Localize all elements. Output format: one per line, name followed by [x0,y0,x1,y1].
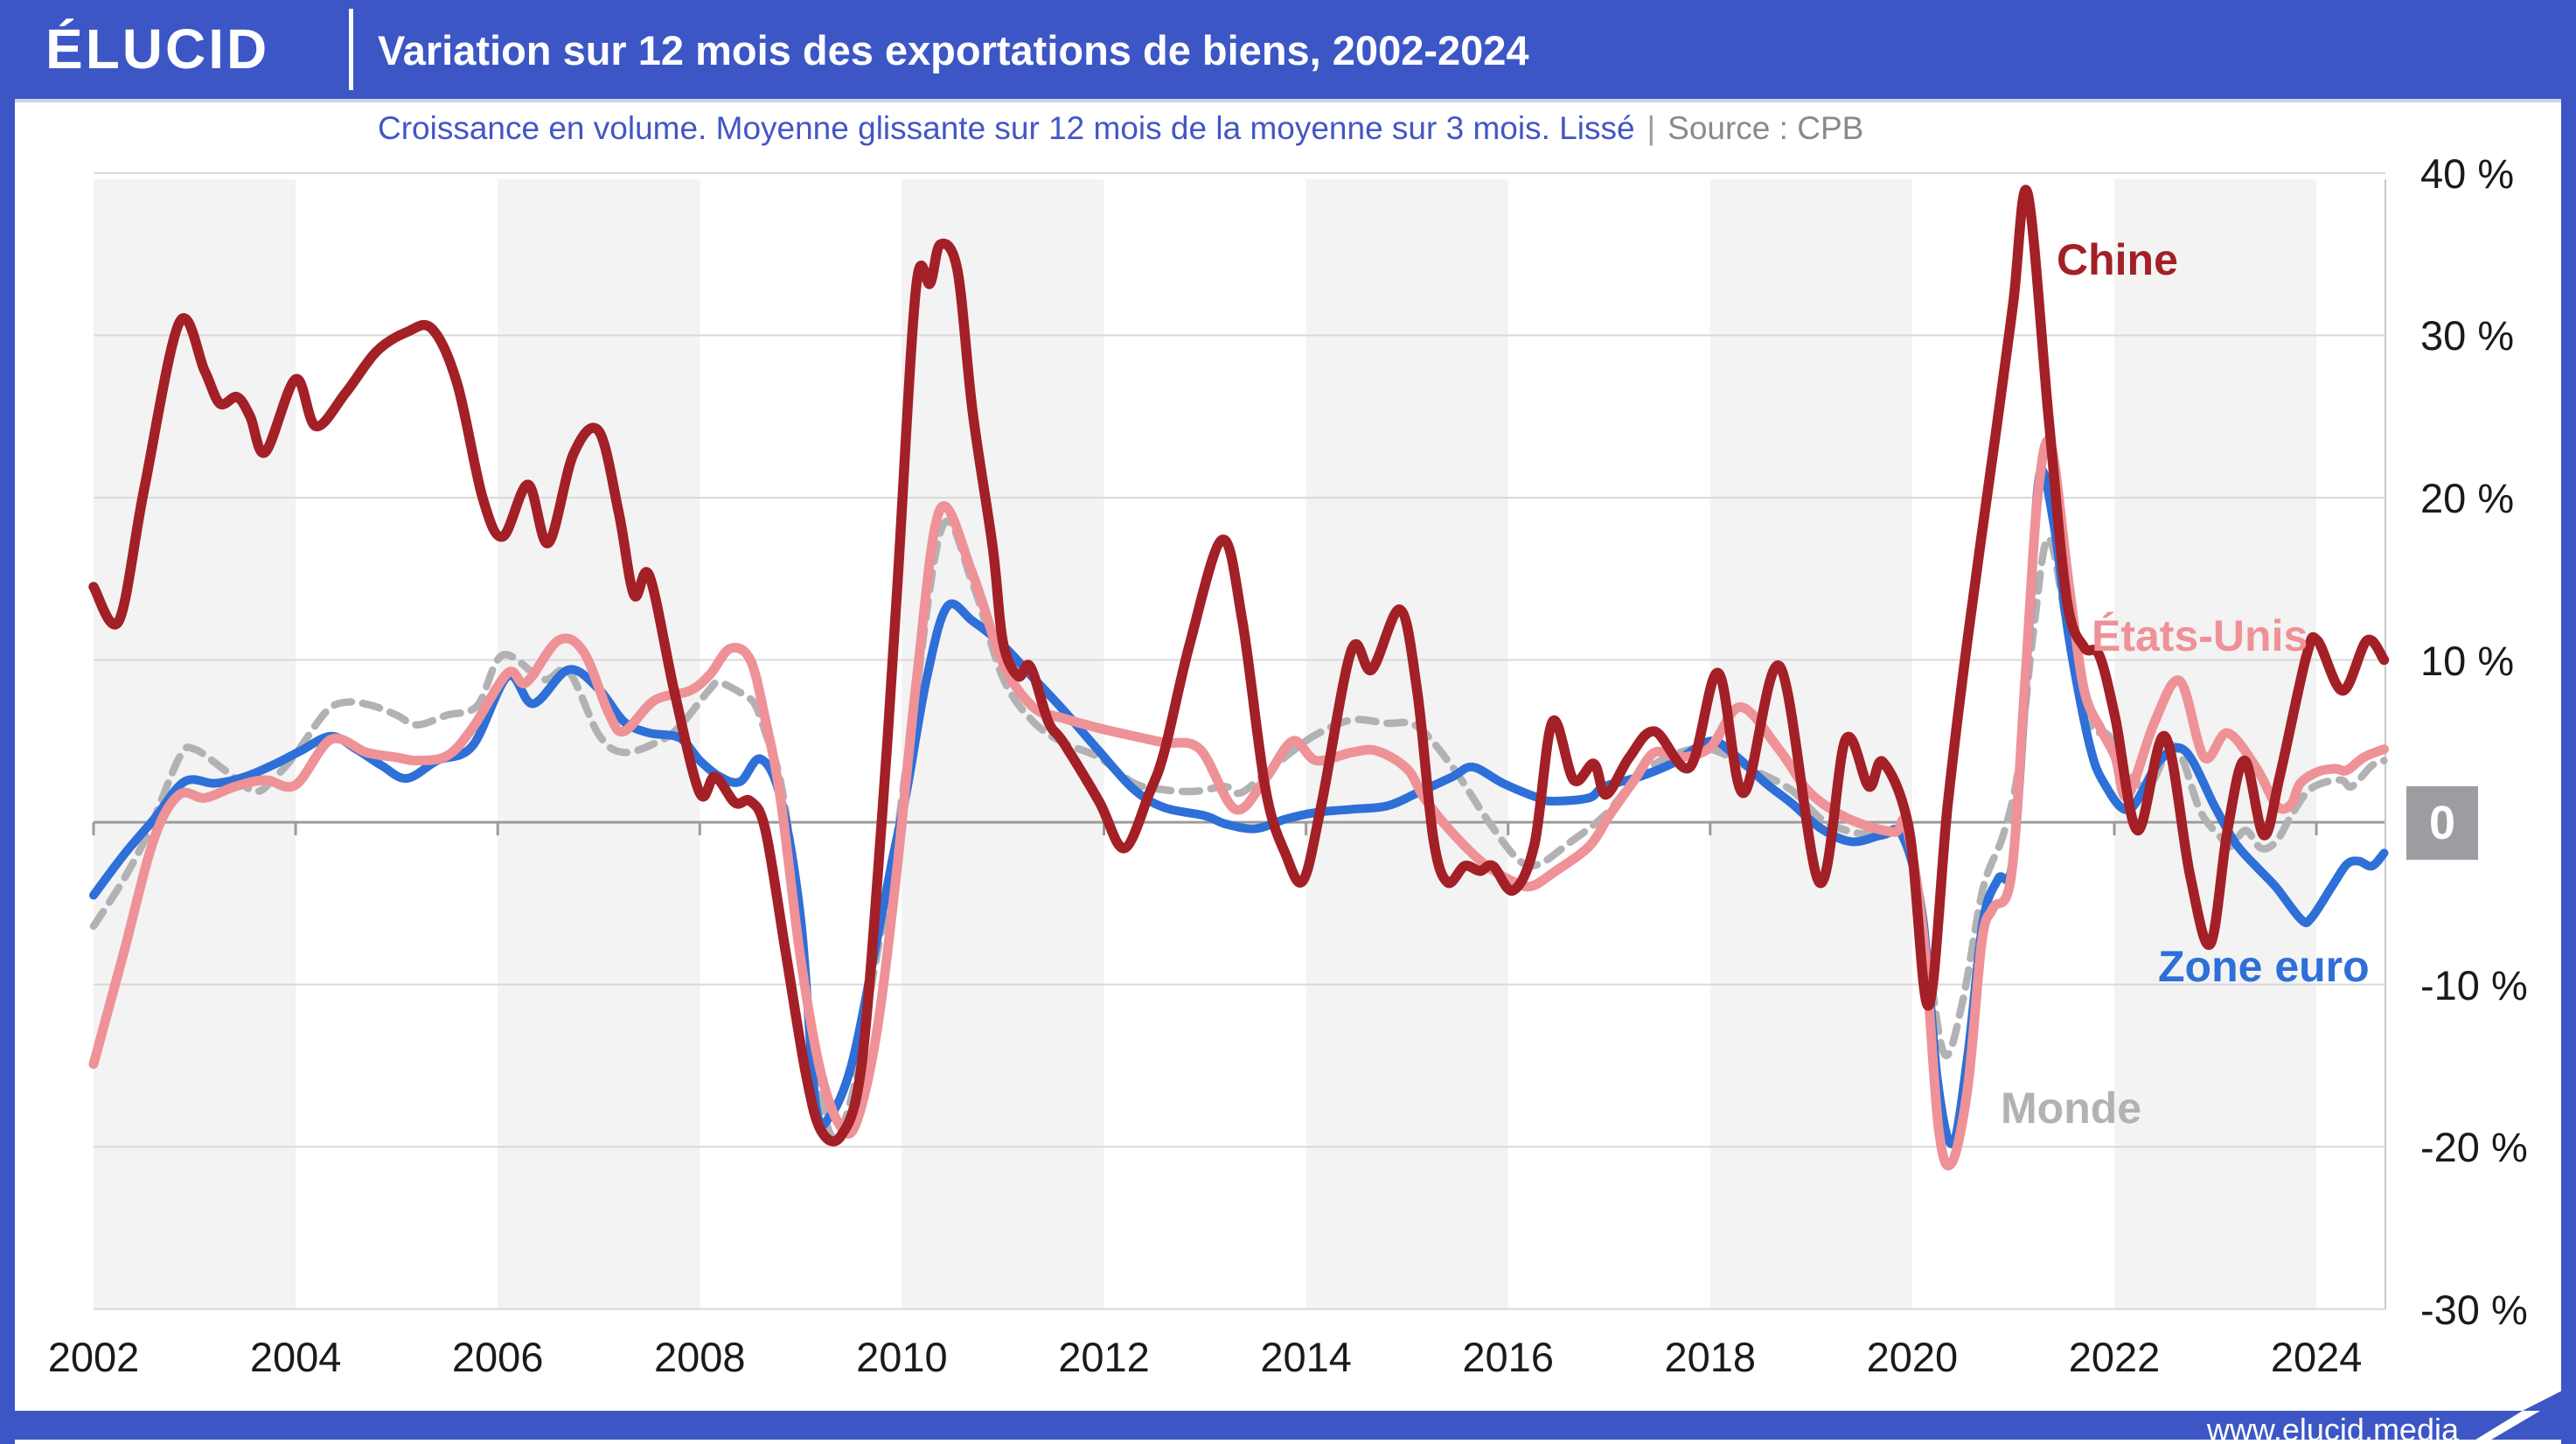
x-axis-label: 2022 [2068,1334,2161,1380]
y-axis-label: 30 % [2420,312,2515,359]
series-label-monde: Monde [2001,1084,2142,1133]
x-axis-label: 2016 [1462,1334,1554,1380]
y-axis-label: -20 % [2420,1124,2528,1171]
zero-axis-badge: 0 [2406,786,2478,860]
x-axis-label: 2012 [1058,1334,1150,1380]
series-label-chine: Chine [2057,235,2178,284]
x-axis-label: 2018 [1664,1334,1757,1380]
x-axis-label: 2020 [1866,1334,1959,1380]
background-band [498,179,700,1309]
x-axis-label: 2004 [249,1334,342,1380]
x-axis-label: 2006 [451,1334,544,1380]
chart-subtitle: Croissance en volume. Moyenne glissante … [378,110,2476,147]
x-axis-label: 2014 [1260,1334,1352,1380]
footer-bar [0,1411,2576,1440]
background-band [902,179,1104,1309]
y-axis-label: -10 % [2420,961,2528,1008]
y-axis-label: -30 % [2420,1286,2528,1333]
series-label-etats-unis: États-Unis [2092,611,2308,660]
frame-left [0,0,15,1444]
x-axis-label: 2008 [654,1334,746,1380]
x-axis-label: 2010 [856,1334,948,1380]
footer-url: www.elucid.media [2206,1412,2459,1444]
logo-separator [349,9,353,90]
subtitle-separator: | [1647,110,1656,146]
subtitle-text: Croissance en volume. Moyenne glissante … [378,110,1635,146]
background-band [1305,179,1508,1309]
flag-triangle [2466,1390,2564,1440]
background-band [1709,179,1912,1309]
background-band [94,179,296,1309]
header-bar: ÉLUCID Variation sur 12 mois des exporta… [0,0,2576,99]
source-text: Source : CPB [1667,110,1864,146]
y-axis-label: 10 % [2420,637,2515,684]
series-label-zone-euro: Zone euro [2158,942,2370,991]
series-line-zone-euro [89,465,2389,1148]
header-divider [0,99,2576,102]
elucid-flag-icon [2466,1390,2564,1440]
series-line-monde [89,517,2388,1142]
elucid-logo: ÉLUCID [45,17,270,80]
chart-title: Variation sur 12 mois des exportations d… [378,27,1529,73]
x-axis-label: 2024 [2270,1334,2363,1380]
x-axis-label: 2002 [47,1334,140,1380]
y-axis-label: 20 % [2420,474,2515,521]
y-axis-label: 40 % [2420,150,2515,197]
frame-right [2561,0,2576,1444]
series-line-chine [88,185,2390,1147]
